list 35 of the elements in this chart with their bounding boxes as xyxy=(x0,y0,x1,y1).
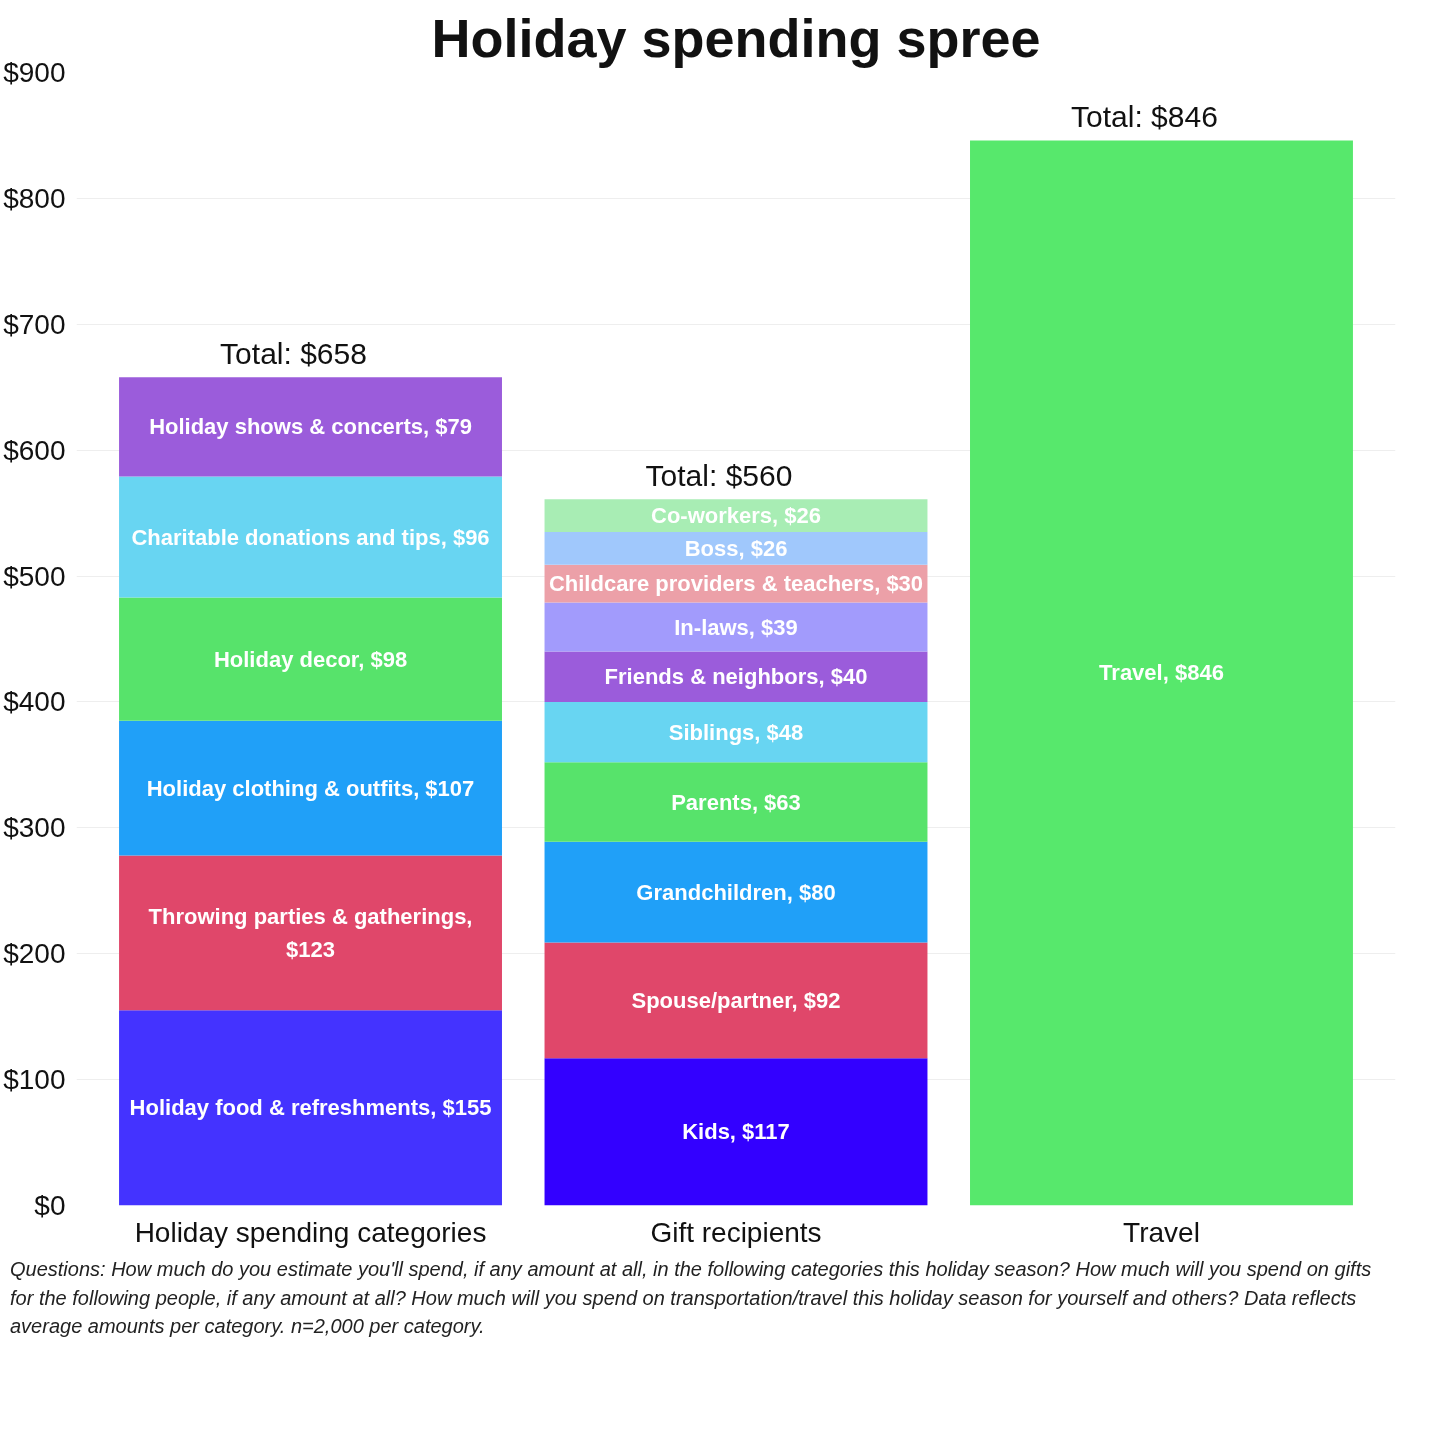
data-label: Charitable donations and tips, $96 xyxy=(131,524,490,550)
data-label: Kids, $117 xyxy=(682,1119,790,1145)
y-tick-label: $400 xyxy=(3,686,66,718)
total-label: Total: $658 xyxy=(220,336,367,370)
text: Questions: How much do you estimate you'll spend, if any amount at all, in the following categories this holiday season? How much will you spend on gifts for the following people, if any amount at all? How much will you spend on transportation/travel this holiday season for yourself and others? Data reflects average amounts per category. n=2,000 per category. xyxy=(10,1257,1373,1340)
total-label: Total: $846 xyxy=(1071,99,1218,133)
y-tick-label: $300 xyxy=(3,812,66,844)
y-tick-label: $800 xyxy=(3,182,66,214)
data-label: Holiday food & refreshments, $155 xyxy=(129,1095,492,1121)
chart-title: Holiday spending spree xyxy=(431,7,1041,68)
x-tick-label: Holiday spending categories xyxy=(134,1216,487,1248)
data-label: Holiday shows & concerts, $79 xyxy=(149,414,472,440)
data-label: Friends & neighbors, $40 xyxy=(604,664,868,690)
data-label: Spouse/partner, $92 xyxy=(631,987,841,1013)
data-label: Siblings, $48 xyxy=(668,719,804,745)
y-tick-label: $500 xyxy=(3,560,66,592)
data-label: Parents, $63 xyxy=(671,789,801,815)
data-label: Co-workers, $26 xyxy=(651,503,821,529)
data-label: Travel, $846 xyxy=(1099,660,1224,686)
data-label: Grandchildren, $80 xyxy=(636,879,836,905)
y-tick-label: $700 xyxy=(3,308,66,340)
data-label: In-laws, $39 xyxy=(674,614,798,640)
y-tick-label: $100 xyxy=(3,1064,66,1096)
data-label: Holiday decor, $98 xyxy=(213,646,408,672)
data-label: Throwing parties & gatherings, $123 xyxy=(148,904,473,962)
y-tick-label: $200 xyxy=(3,938,66,970)
data-label: Childcare providers & teachers, $30 xyxy=(548,571,924,597)
x-tick-label: Gift recipients xyxy=(650,1216,822,1248)
y-tick-label: $900 xyxy=(3,57,66,88)
data-label: Holiday clothing & outfits, $107 xyxy=(146,775,475,801)
y-tick-label: $600 xyxy=(3,434,66,466)
x-tick-label: Travel xyxy=(1123,1216,1200,1248)
y-tick-label: $0 xyxy=(34,1190,66,1221)
data-label: Boss, $26 xyxy=(684,535,788,561)
total-label: Total: $560 xyxy=(645,458,793,492)
